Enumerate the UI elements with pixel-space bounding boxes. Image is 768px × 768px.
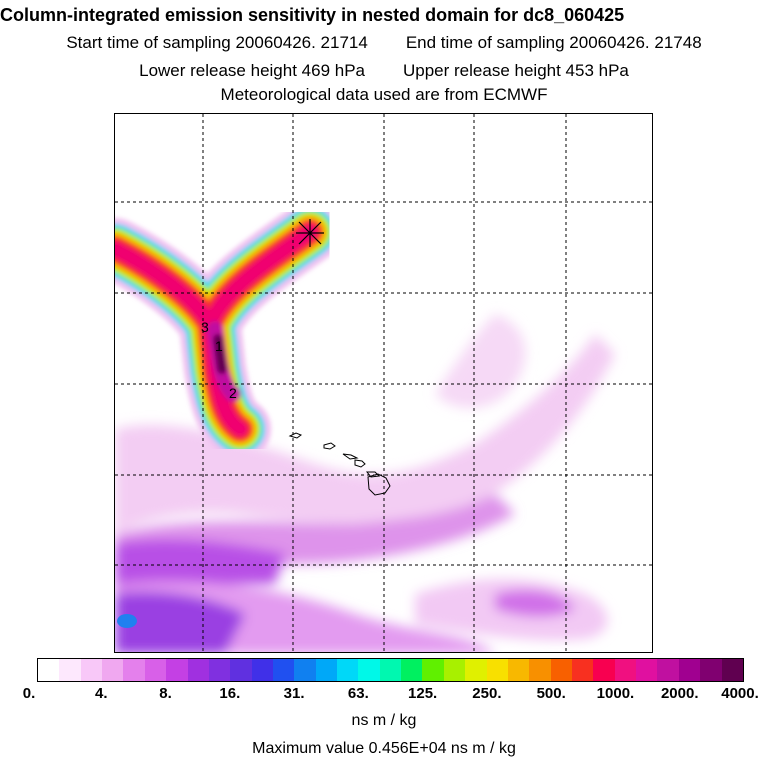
legend-swatch xyxy=(486,659,508,681)
legend-swatch xyxy=(187,659,209,681)
legend-swatch xyxy=(272,659,295,681)
legend-swatch xyxy=(550,659,572,681)
end-time: End time of sampling 20060426. 21748 xyxy=(405,33,702,52)
legend-swatch xyxy=(166,659,188,681)
legend-tick-label: 2000. xyxy=(660,685,699,702)
legend-tick-label: 16. xyxy=(219,685,241,702)
legend-swatch xyxy=(379,659,402,681)
legend-tick-label: 1000. xyxy=(596,685,635,702)
met-data-note: Meteorological data used are from ECMWF xyxy=(220,85,548,104)
legend-swatch xyxy=(59,659,81,681)
legend-swatch xyxy=(230,659,252,681)
contour-label: 2 xyxy=(229,385,237,401)
legend-tick-label: 8. xyxy=(159,685,172,702)
legend-swatch xyxy=(208,659,231,681)
contour-label: 1 xyxy=(215,338,223,354)
legend-tick-label: 4. xyxy=(95,685,108,702)
legend-swatch xyxy=(657,659,679,681)
legend-swatch xyxy=(593,659,615,681)
island-outlines xyxy=(288,432,391,496)
high-sensitivity-plume xyxy=(115,201,341,460)
sensitivity-map: 3 1 2 xyxy=(114,113,653,653)
legend-swatch xyxy=(571,659,594,681)
grid-lines xyxy=(115,114,652,652)
chart-title: Column-integrated emission sensitivity i… xyxy=(0,5,625,25)
legend-swatch xyxy=(123,659,145,681)
legend-tick-label: 4000. xyxy=(721,685,759,702)
units-label: ns m / kg xyxy=(351,712,417,729)
color-scale-bar xyxy=(37,658,744,682)
lower-release-height: Lower release height 469 hPa xyxy=(139,61,365,80)
legend-swatch xyxy=(315,659,338,681)
legend-swatch xyxy=(38,659,60,681)
legend-swatch xyxy=(507,659,530,681)
legend-swatch xyxy=(401,659,423,681)
legend-swatch xyxy=(721,659,743,681)
legend-tick-label: 500. xyxy=(536,685,566,702)
legend-swatch xyxy=(443,659,466,681)
release-heights: Lower release height 469 hPa Upper releas… xyxy=(0,61,768,81)
legend-tick-label: 31. xyxy=(283,685,305,702)
receptor-star-icon xyxy=(296,219,324,247)
legend-tick-label: 125. xyxy=(408,685,438,702)
legend-swatch xyxy=(337,659,359,681)
legend-tick-label: 0. xyxy=(22,685,36,702)
blue-hotspot xyxy=(117,614,137,628)
legend-swatch xyxy=(251,659,273,681)
legend-swatch xyxy=(144,659,167,681)
legend-swatch xyxy=(294,659,316,681)
contour-label: 3 xyxy=(201,319,209,335)
legend-tick-label: 250. xyxy=(472,685,502,702)
upper-release-height: Upper release height 453 hPa xyxy=(403,61,629,80)
legend-swatch xyxy=(636,659,658,681)
sampling-times: Start time of sampling 20060426. 21714 En… xyxy=(0,33,768,53)
legend-swatch xyxy=(700,659,722,681)
legend-swatch xyxy=(614,659,637,681)
legend-swatch xyxy=(358,659,380,681)
map-canvas: 3 1 2 xyxy=(115,114,652,652)
legend-swatch xyxy=(529,659,551,681)
legend-swatch xyxy=(465,659,487,681)
start-time: Start time of sampling 20060426. 21714 xyxy=(66,33,368,52)
max-value-label: Maximum value 0.456E+04 ns m / kg xyxy=(252,740,516,757)
legend-swatch xyxy=(80,659,103,681)
legend-swatch xyxy=(678,659,701,681)
legend-tick-label: 63. xyxy=(347,685,369,702)
legend-swatch xyxy=(102,659,124,681)
legend-swatch xyxy=(422,659,444,681)
